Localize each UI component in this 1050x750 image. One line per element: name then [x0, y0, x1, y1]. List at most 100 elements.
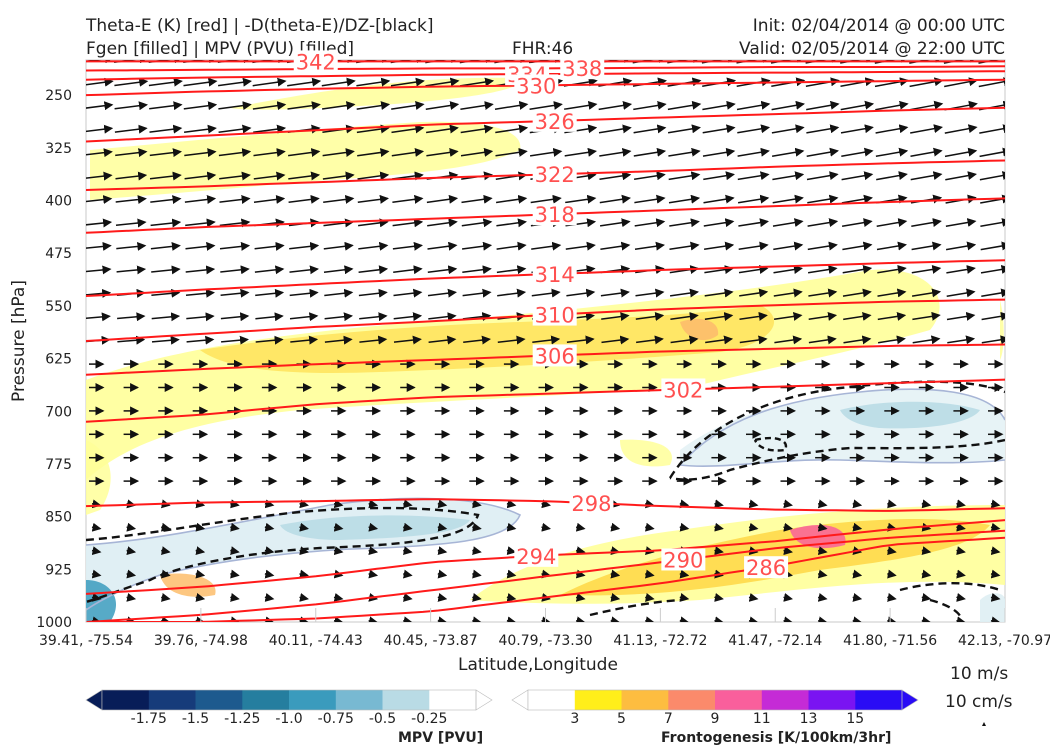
mpv-colorbar-frame: [101, 689, 477, 711]
contour-label-294: 294: [516, 545, 556, 569]
mpv-colorbar-tick: -1.5: [182, 711, 209, 727]
wind-vector-arrow: [359, 335, 388, 345]
wind-vector-arrow: [737, 147, 770, 157]
wind-vector-arrow: [748, 592, 759, 602]
wind-vector-arrow: [945, 218, 977, 228]
wind-vector-arrow: [497, 335, 526, 345]
fgen-colorbar-frame: [527, 689, 903, 711]
wind-vector-arrow: [115, 195, 147, 205]
wind-vector-arrow: [356, 101, 391, 111]
wind-vector-arrow: [704, 288, 734, 298]
wind-vector-arrow: [980, 218, 1005, 228]
fgen-colorbar-tick: 5: [617, 711, 626, 727]
wind-vector-arrow: [392, 218, 424, 228]
wind-vector-arrow: [911, 241, 942, 251]
wind-vector-arrow: [195, 522, 206, 532]
wind-vector-arrow: [393, 265, 423, 275]
wind-vector-arrow: [990, 546, 1001, 556]
wind-vector-arrow: [981, 311, 1005, 321]
wind-vector-arrow: [541, 499, 551, 509]
wind-vector-arrow: [358, 241, 389, 251]
wind-vector-arrow: [877, 265, 907, 274]
wind-vector-arrow: [463, 335, 491, 345]
wind-vector-arrow: [390, 77, 425, 87]
wind-vector-arrow: [598, 124, 632, 134]
wind-vector-arrow: [255, 335, 284, 345]
x-tick-label: 41.47, -72.14: [728, 633, 822, 649]
wind-vector-arrow: [771, 100, 805, 111]
wind-vector-arrow: [472, 569, 482, 579]
wind-vector-arrow: [357, 194, 389, 204]
wind-vector-arrow: [565, 241, 596, 251]
wind-vector-arrow: [472, 592, 482, 602]
wind-vector-arrow: [748, 616, 759, 622]
wind-vector-arrow: [634, 194, 666, 204]
wind-vector-arrow: [668, 194, 701, 204]
fgen-colorbar-swatch: [761, 690, 810, 710]
wind-vector-arrow: [91, 522, 102, 532]
wind-vector-arrow: [703, 194, 735, 204]
wind-vector-arrow: [115, 148, 148, 158]
wind-vector-arrow: [956, 569, 966, 579]
theta-e-contour-298: [86, 498, 1005, 512]
wind-vector-arrow: [808, 335, 837, 345]
wind-vector-arrow: [736, 100, 771, 111]
wind-vector-arrow: [160, 569, 171, 579]
wind-vector-arrow: [461, 218, 493, 228]
wind-vector-arrow: [877, 335, 906, 345]
wind-vector-arrow: [633, 147, 667, 157]
stability-contours: [86, 380, 1005, 622]
fgen-colorbar: 3 5 7 9 11 13 15: [511, 689, 919, 727]
mpv-colorbar: -1.75 -1.5 -1.25 -1.0 -0.75 -0.5 -0.25: [85, 689, 493, 727]
contour-label-298: 298: [571, 492, 611, 516]
wind-vector-arrow: [852, 616, 863, 622]
wind-vector-arrow: [472, 522, 482, 532]
contour-label-background: [514, 74, 559, 97]
wind-vector-arrow: [703, 218, 735, 228]
wind-vector-arrow: [841, 218, 873, 228]
wind-vector-arrow: [358, 218, 389, 228]
wind-vector-arrow: [148, 77, 183, 87]
wind-vector-arrow: [946, 265, 976, 274]
wind-vector-arrow: [393, 335, 422, 345]
wind-vector-arrow: [944, 147, 978, 158]
wind-vector-arrow: [529, 147, 563, 157]
wind-vector-arrow: [149, 101, 183, 111]
contour-label-background: [293, 50, 338, 73]
wind-vector-arrow: [944, 77, 979, 88]
wind-vector-arrow: [359, 312, 388, 322]
wind-vector-arrow: [299, 499, 309, 509]
wind-vector-arrow: [738, 265, 769, 274]
wind-vector-arrow: [86, 101, 114, 111]
wind-vector-arrow: [402, 499, 413, 509]
theta-e-contour-286: [86, 536, 1005, 622]
wind-vector-arrow: [748, 499, 759, 509]
wind-vector-arrow: [220, 265, 250, 275]
wind-vector-arrow: [978, 77, 1005, 88]
wind-vector-arrow: [644, 569, 655, 579]
wind-vector-arrow: [230, 546, 240, 556]
wind-vector-arrow: [462, 288, 492, 298]
wind-vector-arrow: [391, 124, 425, 134]
wind-vector-arrow: [807, 241, 838, 251]
contour-label-306: 306: [535, 344, 575, 368]
y-tick-label: 1000: [36, 615, 72, 631]
wind-vector-arrow: [806, 100, 840, 111]
wind-vector-arrow: [299, 569, 309, 579]
wind-vector-arrow: [670, 335, 699, 345]
fgen-fill-low-patch: [620, 439, 672, 467]
wind-vector-arrow: [322, 171, 355, 181]
wind-vector-arrow: [679, 616, 690, 622]
wind-vector-arrow: [460, 147, 494, 157]
mpv-colorbar-swatch: [148, 690, 197, 710]
wind-vector-arrow: [817, 546, 828, 556]
contour-label-background: [560, 57, 605, 80]
wind-vector-arrow: [541, 522, 551, 532]
wind-vector-arrow: [668, 171, 701, 181]
wind-vector-arrow: [150, 218, 182, 228]
wind-vector-arrow: [253, 124, 287, 134]
forecast-hour: FHR:46: [512, 39, 573, 59]
wind-vector-arrow: [393, 312, 423, 322]
fgen-colorbar-tick: 13: [800, 711, 818, 727]
